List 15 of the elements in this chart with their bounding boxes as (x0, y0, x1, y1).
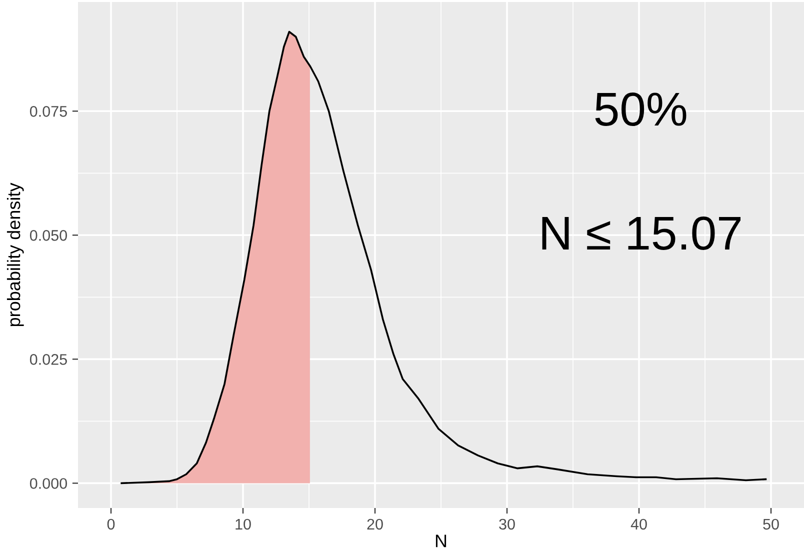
x-tick-label: 10 (236, 518, 251, 530)
x-tick-label: 20 (367, 518, 383, 530)
annotation: 50% (595, 92, 686, 126)
y-axis-title: probability density (6, 182, 24, 326)
x-tick-label: 40 (630, 518, 647, 530)
x-axis-title: N (436, 534, 446, 548)
y-tick-label: 0.000 (30, 478, 67, 489)
annotation: N ≤ 15.07 (542, 216, 740, 250)
y-tick-label: 0.025 (30, 354, 67, 365)
line-series (120, 30, 767, 484)
x-tick-label: 50 (763, 518, 779, 530)
x-tick-label: 30 (499, 518, 515, 530)
x-tick-label: 0 (107, 518, 115, 530)
y-tick-label: 0.075 (30, 106, 67, 117)
y-tick-label: 0.050 (30, 230, 67, 241)
